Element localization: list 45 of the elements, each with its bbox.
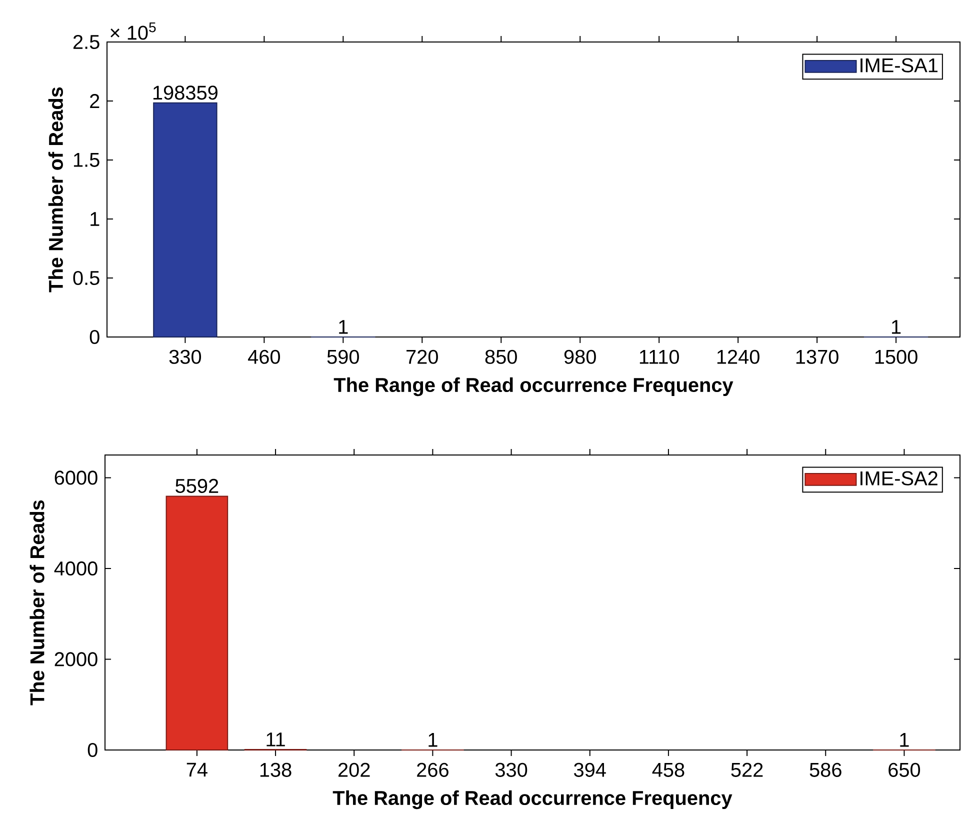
- x-tick-label: 1370: [796, 350, 838, 364]
- y-tick-label: 1: [90, 212, 100, 226]
- legend-label: IME-SA2: [860, 471, 938, 486]
- x-tick-label: 330: [495, 762, 528, 777]
- text: × 10$^{5}$: [110, 22, 156, 40]
- bar: [166, 496, 228, 750]
- data-label: 1: [428, 733, 438, 747]
- y-tick-label: 4000: [54, 561, 98, 576]
- x-tick-label: 650: [888, 762, 920, 777]
- x-tick-label: 1110: [640, 350, 679, 364]
- x-tick-label: 202: [338, 762, 370, 777]
- y-tick-label: 2000: [54, 652, 98, 666]
- annotation: 198359: [153, 86, 218, 100]
- y-tick-label: 0: [90, 330, 100, 344]
- y-tick-label: 2: [90, 94, 100, 108]
- x-tick-label: 586: [810, 762, 842, 777]
- x-tick-label: 138: [260, 762, 292, 777]
- data-label: 11: [266, 732, 285, 746]
- y-tick-label: 0: [88, 742, 98, 758]
- x-tick-label: 460: [248, 350, 280, 364]
- y-tick-label: 6000: [54, 470, 98, 485]
- x-tick-label: 720: [406, 350, 438, 364]
- x-axis-title: The Range of Read occurrence Frequency: [334, 377, 734, 396]
- x-tick-label: 458: [652, 762, 684, 777]
- x-tick-label: 266: [417, 762, 448, 777]
- y-tick-label: 1.5: [74, 153, 100, 167]
- annotation: 1: [339, 320, 348, 334]
- x-axis-title: The Range of Read occurrence Frequency: [332, 790, 732, 810]
- x-tick-label: 980: [564, 350, 596, 364]
- x-tick-label: 394: [574, 762, 606, 777]
- legend-label: IME-SA1: [860, 58, 938, 72]
- y-axis-title: The Number of Reads: [30, 500, 44, 706]
- annotation: 1: [892, 320, 901, 334]
- data-label: 5592: [176, 478, 218, 494]
- x-tick-label: 590: [327, 350, 359, 364]
- x-tick-label: 850: [485, 350, 517, 364]
- y-tick-label: 0.5: [73, 270, 100, 286]
- x-tick-label: 330: [169, 350, 202, 364]
- x-tick-label: 522: [731, 762, 763, 777]
- y-axis-title: The Number of Reads: [48, 87, 63, 292]
- y-tick-label: 2.5: [73, 34, 100, 50]
- x-tick-label: 1240: [717, 350, 760, 364]
- x-tick-label: 74: [186, 762, 208, 777]
- data-label: 1: [900, 733, 909, 747]
- x-tick-label: 1500: [875, 350, 918, 364]
